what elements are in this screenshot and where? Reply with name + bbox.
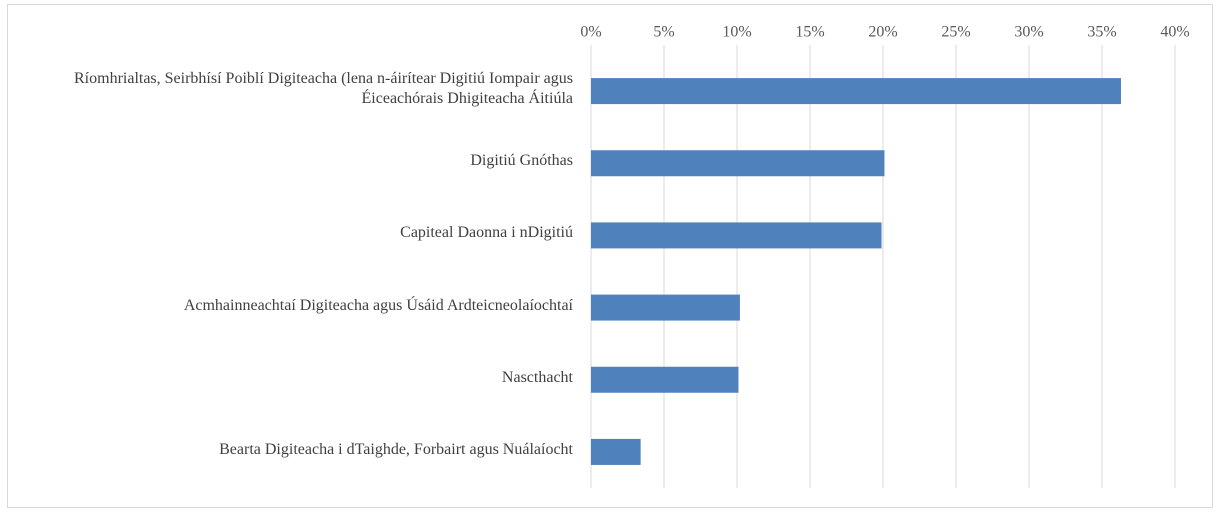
y-tick-label: Bearta Digiteacha i dTaighde, Forbairt a… — [219, 440, 573, 458]
chart-frame — [7, 4, 1213, 508]
bar — [591, 222, 882, 249]
y-tick-label: Ríomhrialtas, Seirbhísí Poiblí Digiteach… — [74, 70, 573, 108]
x-tick-label: 20% — [868, 24, 897, 41]
bar — [591, 78, 1121, 105]
x-tick-label: 30% — [1014, 24, 1043, 41]
y-tick-label: Capiteal Daonna i nDigitiú — [400, 224, 573, 242]
bar — [591, 294, 740, 321]
bar — [591, 150, 885, 177]
x-tick-label: 35% — [1087, 24, 1116, 41]
y-tick-label: Acmhainneachtaí Digiteacha agus Úsáid Ar… — [183, 296, 573, 314]
x-tick-label: 10% — [722, 24, 751, 41]
x-tick-label: 40% — [1160, 24, 1189, 41]
y-tick-label: Nascthacht — [501, 368, 573, 386]
bar — [591, 438, 641, 465]
x-tick-label: 5% — [653, 24, 674, 41]
x-tick-label: 0% — [580, 24, 601, 41]
x-tick-label: 15% — [795, 24, 824, 41]
bar — [591, 366, 739, 393]
y-tick-label: Digitiú Gnóthas — [470, 152, 573, 170]
x-tick-label: 25% — [941, 24, 970, 41]
